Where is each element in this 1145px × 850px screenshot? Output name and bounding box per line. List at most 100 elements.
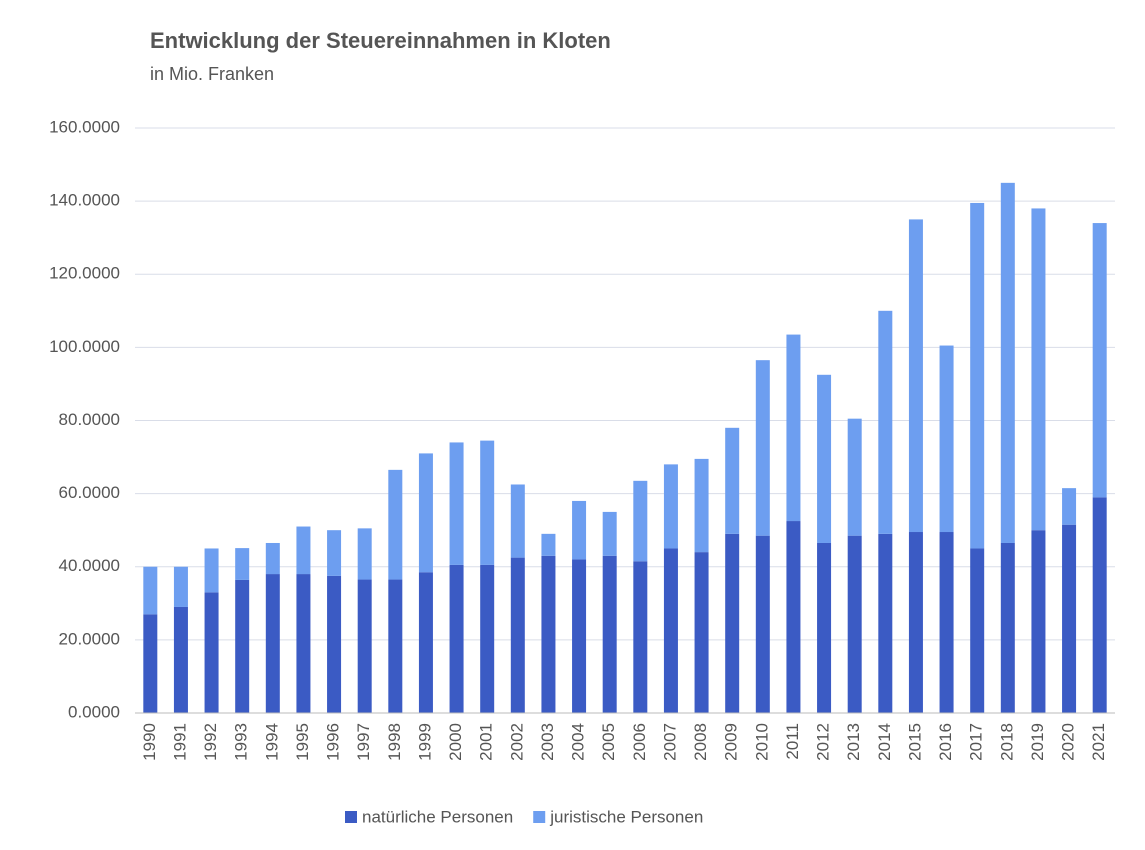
bar-segment (633, 480, 648, 562)
bar-segment (357, 579, 372, 713)
bar-segment (878, 533, 893, 713)
bar-segment (572, 500, 587, 560)
y-tick-label: 20.0000 (59, 629, 120, 648)
bar-segment (970, 202, 985, 549)
bar-segment (480, 564, 495, 713)
bar-segment (143, 566, 158, 615)
bar-segment (327, 575, 342, 713)
x-tick-label: 1996 (324, 723, 343, 761)
bar-segment (817, 374, 832, 543)
bar-segment (725, 427, 740, 534)
x-tick-label: 2010 (752, 723, 771, 761)
bar-segment (204, 592, 219, 713)
bar-segment (602, 555, 617, 713)
x-tick-label: 2006 (630, 723, 649, 761)
bar-segment (173, 606, 188, 713)
legend-swatch (345, 811, 357, 823)
bar-segment (1000, 182, 1015, 543)
x-tick-label: 2021 (1089, 723, 1108, 761)
bar-segment (510, 484, 525, 558)
y-tick-label: 100.0000 (49, 337, 120, 356)
x-tick-label: 1991 (170, 723, 189, 761)
x-tick-label: 2002 (507, 723, 526, 761)
y-tick-label: 160.0000 (49, 117, 120, 136)
x-tick-label: 1999 (415, 723, 434, 761)
bar-segment (1031, 530, 1046, 713)
x-tick-label: 1998 (385, 723, 404, 761)
bar-segment (449, 564, 464, 713)
x-tick-label: 2015 (905, 723, 924, 761)
bar-segment (755, 535, 770, 713)
x-tick-label: 2008 (691, 723, 710, 761)
x-tick-label: 2004 (569, 723, 588, 761)
bar-segment (327, 530, 342, 576)
bar-segment (878, 310, 893, 534)
x-tick-label: 2013 (844, 723, 863, 761)
x-tick-label: 2007 (660, 723, 679, 761)
y-tick-label: 140.0000 (49, 191, 120, 210)
bar-segment (143, 614, 158, 713)
y-tick-label: 40.0000 (59, 556, 120, 575)
bar-segment (633, 561, 648, 713)
y-tick-label: 120.0000 (49, 264, 120, 283)
x-tick-label: 2001 (477, 723, 496, 761)
bar-segment (541, 533, 556, 556)
bar-segment (449, 442, 464, 565)
bar-segment (908, 532, 923, 713)
bar-segment (786, 521, 801, 713)
bar-segment (235, 579, 250, 713)
chart-subtitle: in Mio. Franken (150, 64, 274, 84)
legend-label: juristische Personen (549, 807, 703, 826)
bar-segment (388, 469, 403, 580)
bar-segment (173, 566, 188, 607)
x-tick-label: 2017 (967, 723, 986, 761)
bar-segment (1092, 497, 1107, 713)
bar-segment (388, 579, 403, 713)
x-tick-label: 2005 (599, 723, 618, 761)
bar-segment (480, 440, 495, 565)
bar-segment (694, 552, 709, 713)
bar-segment (908, 219, 923, 533)
bar-segment (939, 345, 954, 533)
x-tick-label: 2014 (875, 723, 894, 761)
bar-segment (235, 548, 250, 580)
x-tick-label: 1994 (262, 723, 281, 761)
bar-segment (663, 464, 678, 549)
bar-segment (418, 453, 433, 573)
bar-segment (663, 548, 678, 713)
bar-segment (510, 557, 525, 713)
x-tick-label: 1992 (201, 723, 220, 761)
bar-segment (786, 334, 801, 522)
bar-segment (265, 542, 280, 575)
y-tick-label: 80.0000 (59, 410, 120, 429)
chart-title: Entwicklung der Steuereinnahmen in Klote… (150, 28, 611, 53)
bar-segment (541, 555, 556, 713)
bar-segment (296, 526, 311, 575)
x-tick-label: 2009 (722, 723, 741, 761)
bar-segment (694, 458, 709, 553)
x-tick-label: 2011 (783, 723, 802, 760)
y-tick-label: 0.0000 (68, 702, 120, 721)
x-tick-label: 2019 (1028, 723, 1047, 761)
bar-segment (265, 574, 280, 713)
bar-segment (1062, 488, 1077, 525)
bar-segment (418, 572, 433, 713)
legend-swatch (533, 811, 546, 823)
bar-segment (970, 548, 985, 713)
bar-segment (1062, 524, 1077, 713)
bar-segment (204, 548, 219, 593)
x-tick-label: 2016 (936, 723, 955, 761)
bar-segment (847, 418, 862, 536)
x-tick-label: 2018 (997, 723, 1016, 761)
x-tick-label: 1993 (232, 723, 251, 761)
x-tick-label: 2012 (814, 723, 833, 761)
x-tick-label: 2003 (538, 723, 557, 761)
bar-segment (847, 535, 862, 713)
bar-segment (1031, 208, 1046, 531)
bar-segment (572, 559, 587, 713)
bar-segment (755, 360, 770, 536)
y-tick-label: 60.0000 (59, 483, 120, 502)
bar-segment (939, 532, 954, 713)
bar-segment (1092, 223, 1107, 498)
